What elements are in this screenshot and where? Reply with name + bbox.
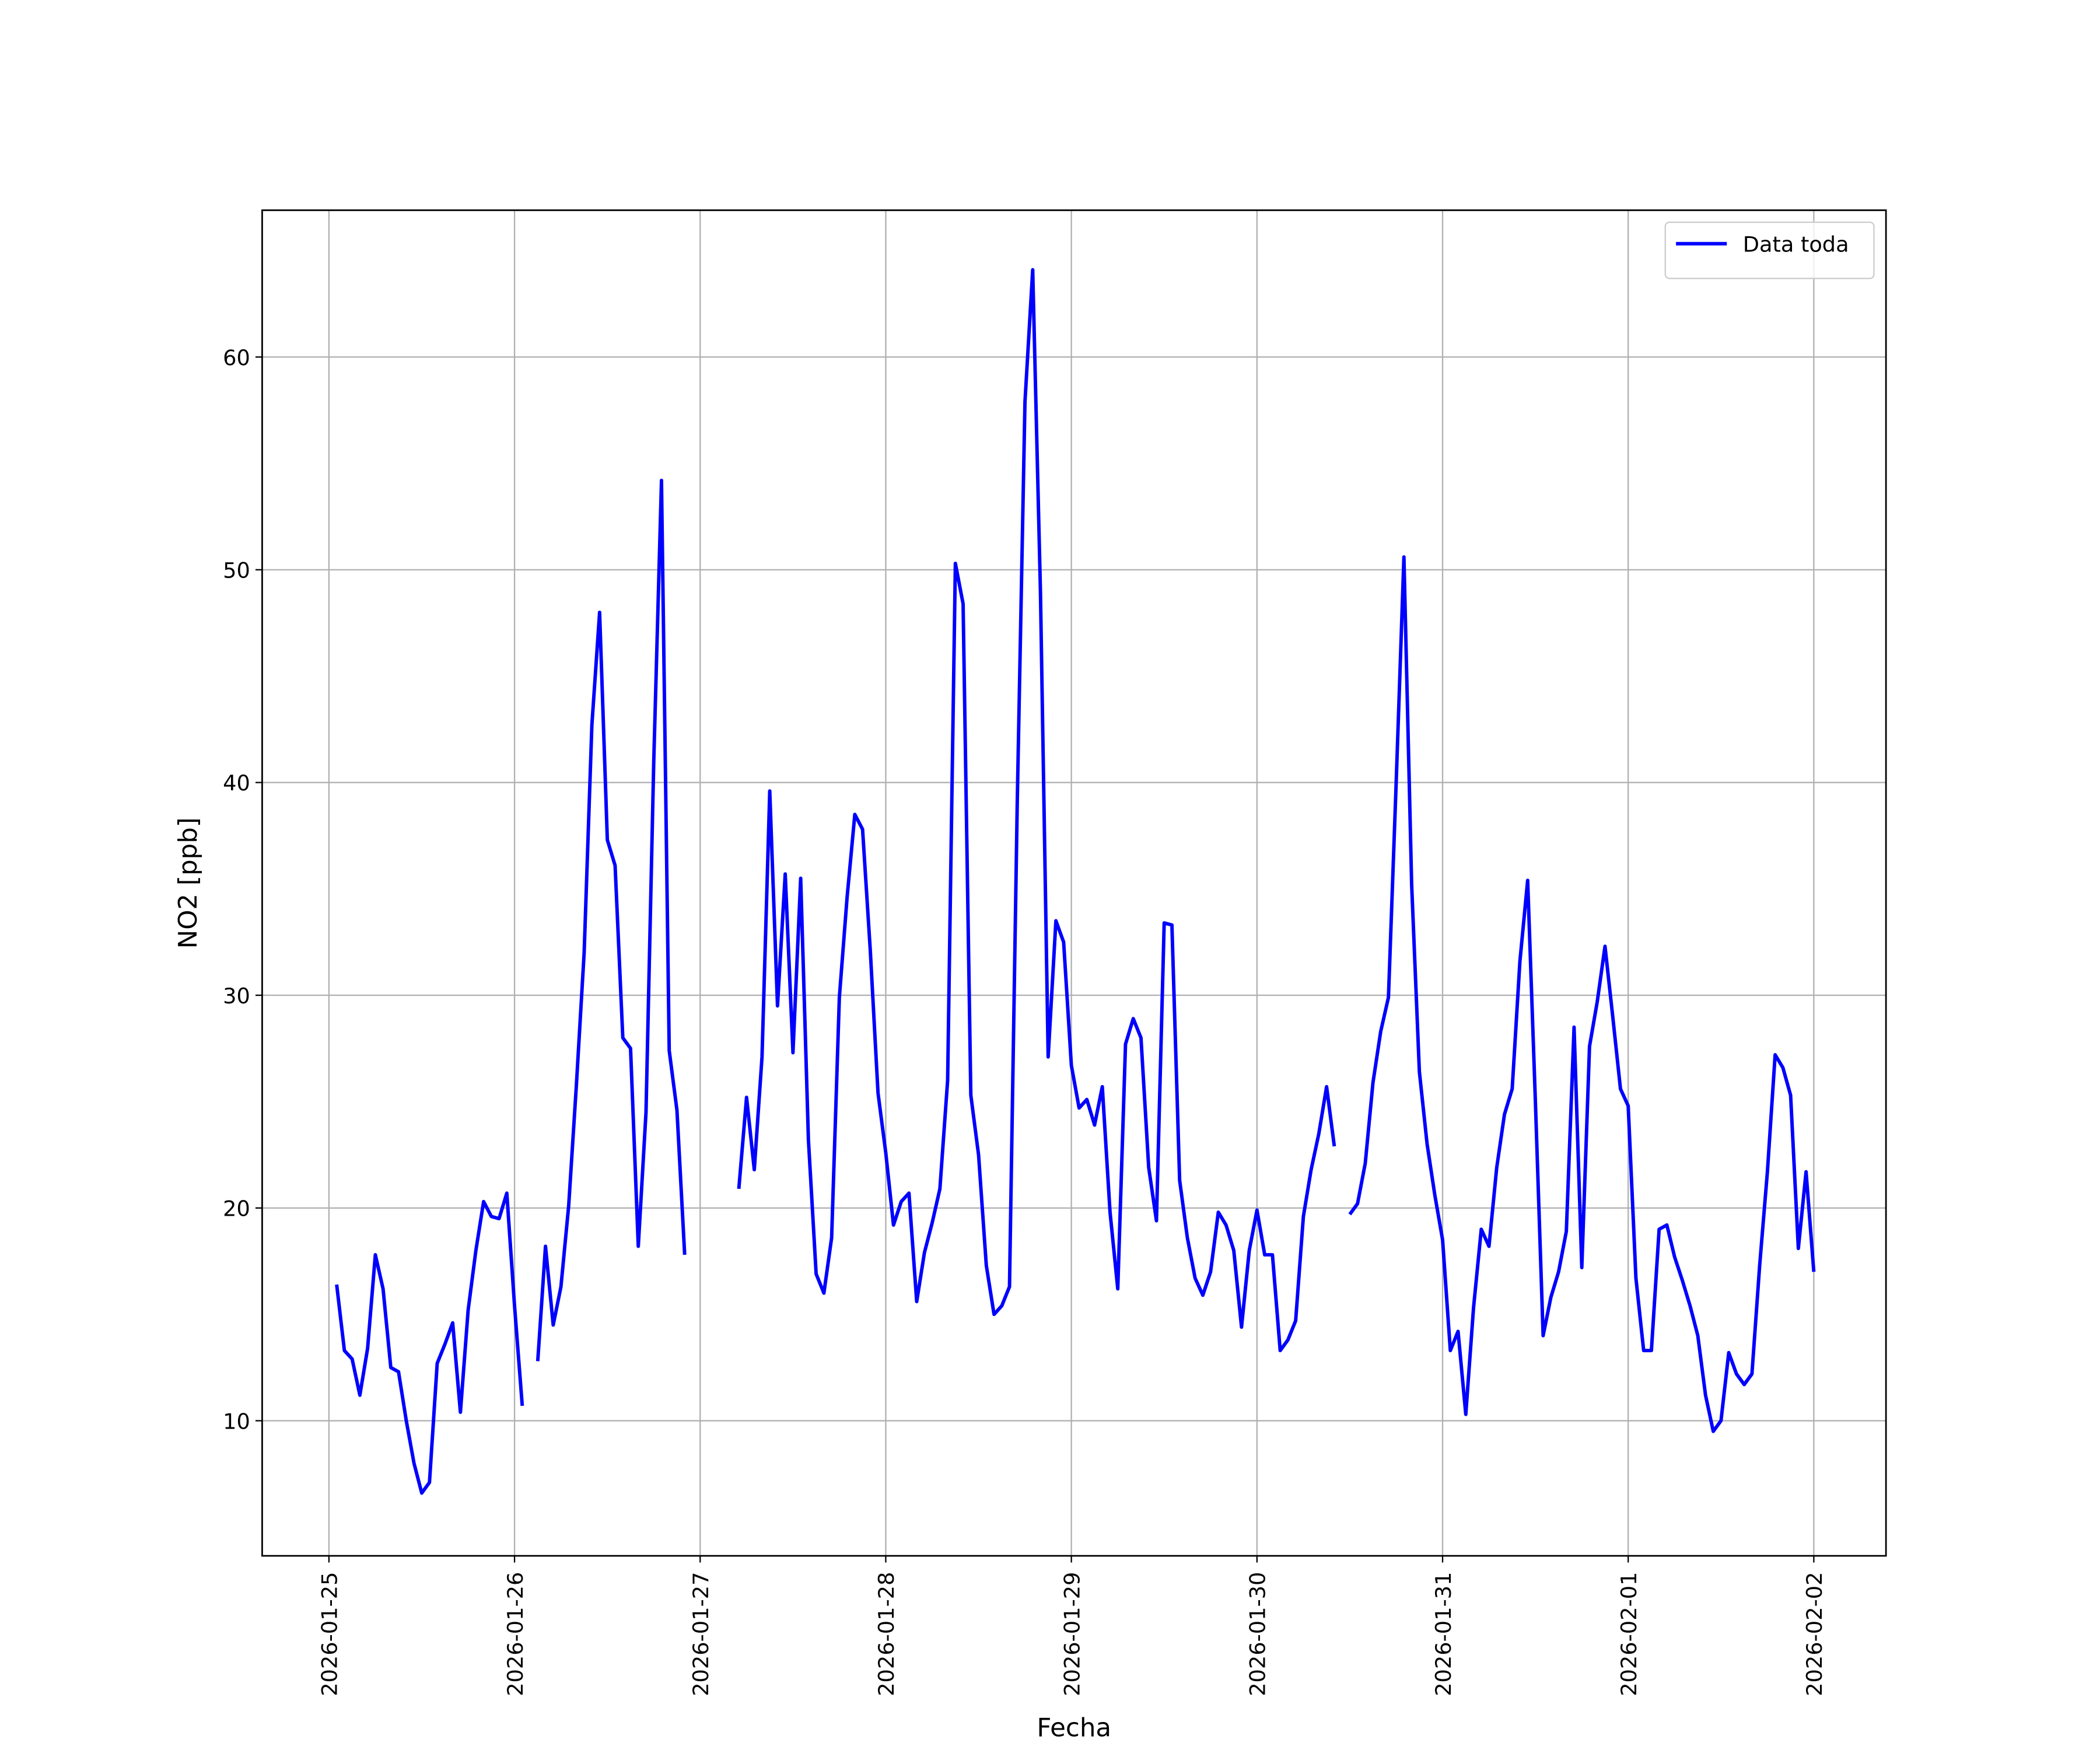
- x-tick-label: 2026-01-29: [1059, 1572, 1084, 1696]
- y-tick-label: 30: [223, 984, 250, 1009]
- y-tick-label: 50: [223, 558, 250, 583]
- x-tick-label: 2026-02-01: [1616, 1572, 1642, 1696]
- y-tick-label: 40: [223, 771, 250, 796]
- x-tick-label: 2026-01-27: [688, 1572, 713, 1696]
- x-tick-label: 2026-01-30: [1245, 1572, 1270, 1696]
- legend-label: Data toda: [1743, 232, 1849, 257]
- y-tick-label: 60: [223, 345, 250, 370]
- x-axis-label: Fecha: [1037, 1714, 1111, 1743]
- legend-box: [1664, 221, 1875, 279]
- x-tick-label: 2026-02-02: [1802, 1572, 1827, 1696]
- data-line: [335, 268, 1816, 1495]
- plot-frame: [261, 209, 1887, 1557]
- x-tick-label: 2026-01-28: [874, 1572, 899, 1696]
- x-tick-label: 2026-01-26: [503, 1572, 528, 1696]
- x-tick-label: 2026-01-25: [317, 1572, 342, 1696]
- legend: Data toda: [1664, 221, 1875, 279]
- x-tick-label: 2026-01-31: [1431, 1572, 1456, 1696]
- y-axis-label: NO2 [ppb]: [174, 817, 203, 949]
- y-tick-label: 10: [223, 1409, 250, 1434]
- y-tick-label: 20: [223, 1196, 250, 1222]
